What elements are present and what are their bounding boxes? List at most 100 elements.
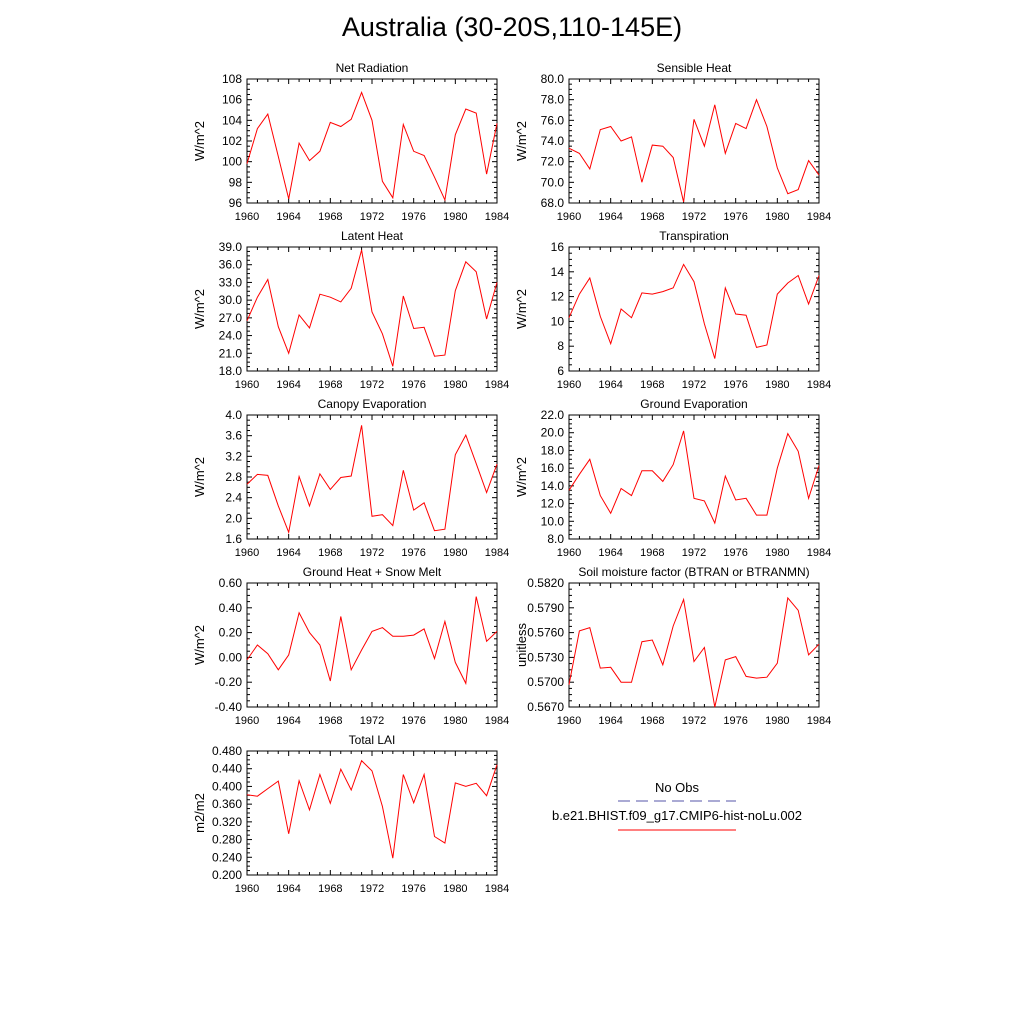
- data-point: [662, 291, 663, 292]
- x-tick-label: 1968: [640, 379, 664, 391]
- data-point: [330, 297, 331, 298]
- data-point: [444, 529, 445, 530]
- y-tick-label: 27.0: [219, 311, 243, 325]
- data-point: [808, 498, 809, 499]
- x-tick-label: 1964: [598, 715, 622, 727]
- y-tick-label: 0.5760: [527, 626, 564, 640]
- data-point: [267, 114, 268, 115]
- x-tick-label: 1976: [401, 883, 425, 895]
- data-point: [683, 599, 684, 600]
- data-point: [392, 636, 393, 637]
- data-point: [382, 627, 383, 628]
- data-point: [486, 318, 487, 319]
- x-tick-label: 1984: [485, 379, 509, 391]
- data-point: [641, 182, 642, 183]
- data-point: [413, 634, 414, 635]
- data-point: [610, 126, 611, 127]
- data-point: [704, 647, 705, 648]
- data-point: [756, 677, 757, 678]
- panel-title: Net Radiation: [336, 61, 409, 75]
- data-point: [714, 522, 715, 523]
- data-point: [568, 684, 569, 685]
- data-point: [745, 128, 746, 129]
- y-tick-label: 0.200: [212, 868, 242, 882]
- y-tick-label: 76.0: [541, 113, 565, 127]
- data-point: [371, 311, 372, 312]
- data-point: [351, 119, 352, 120]
- series-line: [246, 759, 498, 859]
- y-tick-label: -0.40: [215, 700, 243, 714]
- panel-sensible-heat: 1960 1964 1968 1972 1976 1980 1984 68.0 70.0 72.0…: [514, 61, 831, 223]
- x-tick-label: 1960: [235, 211, 259, 223]
- data-point: [309, 809, 310, 810]
- data-point: [693, 661, 694, 662]
- y-tick-label: 10: [551, 314, 565, 328]
- data-point: [413, 328, 414, 329]
- data-point: [693, 119, 694, 120]
- data-point: [257, 128, 258, 129]
- data-point: [361, 425, 362, 426]
- data-point: [818, 275, 819, 276]
- y-tick-label: 8.0: [547, 532, 564, 546]
- x-tick-label: 1968: [318, 211, 342, 223]
- data-point: [476, 783, 477, 784]
- data-point: [704, 323, 705, 324]
- y-tick-label: 0.280: [212, 833, 242, 847]
- data-point: [246, 163, 247, 164]
- x-tick-label: 1964: [276, 211, 300, 223]
- y-tick-label: 0.60: [219, 576, 243, 590]
- data-point: [278, 781, 279, 782]
- y-tick-label: 0.5730: [527, 650, 564, 664]
- x-tick-label: 1968: [640, 211, 664, 223]
- data-point: [777, 294, 778, 295]
- data-point: [246, 794, 247, 795]
- data-point: [589, 277, 590, 278]
- data-point: [444, 354, 445, 355]
- data-point: [330, 680, 331, 681]
- x-tick-label: 1960: [235, 715, 259, 727]
- y-tick-label: 0.480: [212, 744, 242, 758]
- x-tick-label: 1972: [682, 211, 706, 223]
- data-point: [818, 644, 819, 645]
- data-point: [631, 317, 632, 318]
- data-point: [423, 327, 424, 328]
- data-point: [455, 454, 456, 455]
- data-point: [476, 271, 477, 272]
- chart-panels: 1960 1964 1968 1972 1976 1980 1984 96 98 100 102 10…: [192, 61, 831, 895]
- x-tick-label: 1968: [318, 715, 342, 727]
- data-point: [673, 157, 674, 158]
- x-tick-label: 1960: [557, 379, 581, 391]
- data-point: [714, 706, 715, 707]
- x-tick-label: 1972: [682, 547, 706, 559]
- data-point: [423, 502, 424, 503]
- y-tick-label: 2.8: [225, 470, 242, 484]
- data-point: [298, 142, 299, 143]
- data-point: [600, 668, 601, 669]
- data-point: [725, 153, 726, 154]
- y-tick-label: 1.6: [225, 532, 242, 546]
- panel-total-lai: 1960 1964 1968 1972 1976 1980 1984 0.200 0.240 0.…: [192, 733, 509, 895]
- y-tick-label: 24.0: [219, 329, 243, 343]
- data-point: [382, 333, 383, 334]
- data-point: [403, 774, 404, 775]
- data-point: [392, 858, 393, 859]
- data-point: [371, 120, 372, 121]
- x-tick-label: 1976: [401, 715, 425, 727]
- plot-frame: [246, 582, 498, 708]
- y-tick-label: 104: [222, 113, 242, 127]
- x-tick-label: 1972: [360, 379, 384, 391]
- data-point: [309, 632, 310, 633]
- y-tick-label: -0.20: [215, 675, 243, 689]
- data-point: [382, 181, 383, 182]
- data-point: [745, 498, 746, 499]
- data-point: [777, 663, 778, 664]
- data-point: [423, 155, 424, 156]
- data-point: [620, 682, 621, 683]
- data-point: [579, 153, 580, 154]
- data-point: [766, 126, 767, 127]
- y-tick-label: 106: [222, 93, 242, 107]
- data-point: [330, 122, 331, 123]
- y-tick-label: 80.0: [541, 72, 565, 86]
- x-tick-label: 1980: [765, 547, 789, 559]
- y-tick-label: 0.360: [212, 797, 242, 811]
